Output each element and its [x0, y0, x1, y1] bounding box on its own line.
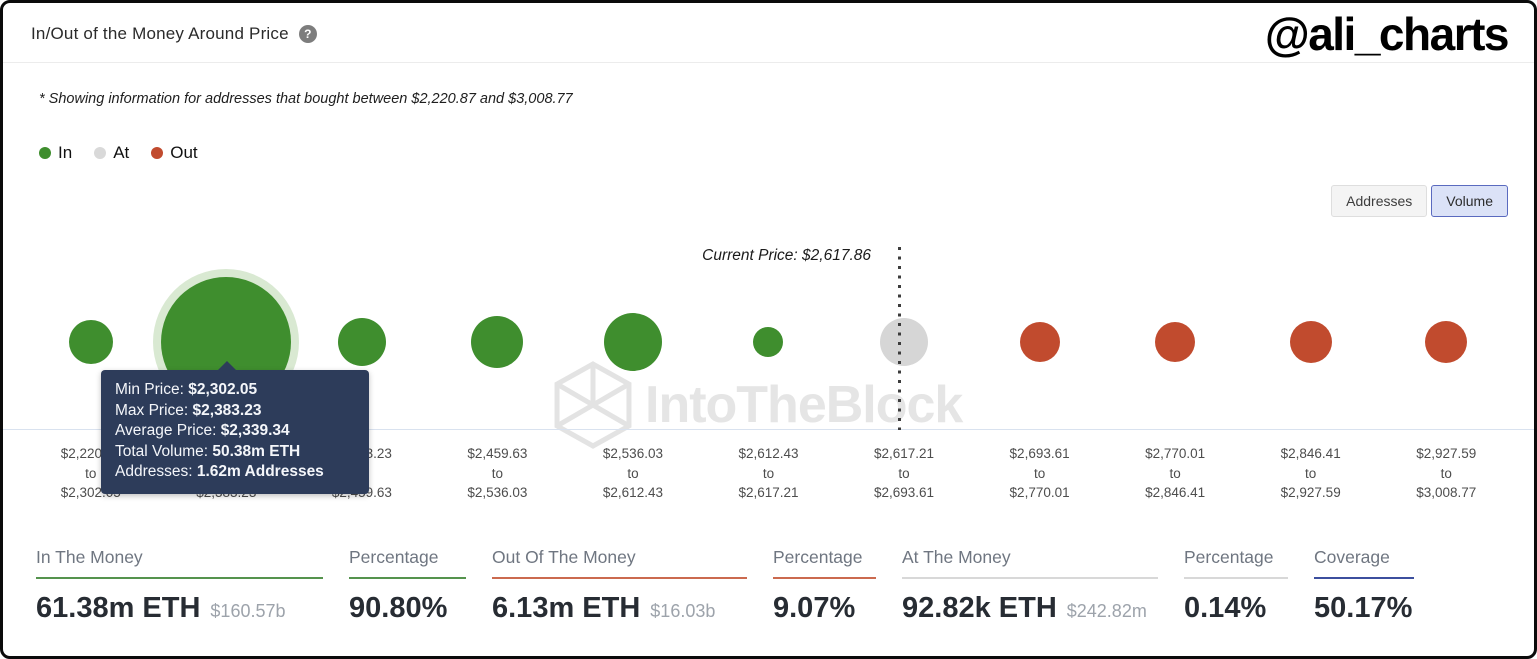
filter-note: * Showing information for addresses that… — [39, 91, 573, 107]
tooltip-row: Average Price: $2,339.34 — [115, 422, 290, 439]
stat-label: In The Money — [36, 546, 143, 567]
x-tick-label: $2,846.41 to $2,927.59 — [1280, 446, 1341, 501]
stat-values: 50.17% — [1314, 592, 1414, 625]
bubble-chart: IntoTheBlock Current Price: $2,617.86 $2… — [3, 217, 1534, 503]
bubble-cell — [430, 217, 566, 429]
bubble-cell — [836, 217, 972, 429]
bubble-cell — [1378, 217, 1514, 429]
bubble-in-4[interactable] — [603, 313, 662, 371]
tooltip-row: Total Volume: 50.38m ETH — [115, 442, 301, 460]
bubble-cell — [294, 217, 430, 429]
bubble-cell — [701, 217, 837, 429]
bubble-cell — [1107, 217, 1243, 429]
stat-coverage: Coverage 50.17% — [1314, 547, 1414, 625]
stat-label: Coverage — [1314, 546, 1390, 567]
stat-percentage: Percentage 0.14% — [1184, 547, 1288, 625]
x-tick-label: $2,770.01 to $2,846.41 — [1145, 446, 1206, 501]
stat-out-of-the-money: Out Of The Money 6.13m ETH $16.03b — [492, 547, 747, 625]
x-tick-label: $2,617.21 to $2,693.61 — [874, 446, 935, 501]
bubble-cell — [972, 217, 1108, 429]
header: In/Out of the Money Around Price ? @ali_… — [3, 3, 1534, 63]
toggle-addresses-button[interactable]: Addresses — [1331, 185, 1428, 217]
stat-underline — [349, 576, 466, 579]
stat-at-the-money: At The Money 92.82k ETH $242.82m — [902, 547, 1158, 625]
page-title: In/Out of the Money Around Price — [31, 23, 289, 43]
stat-values: 61.38m ETH $160.57b — [36, 592, 323, 625]
stat-values: 6.13m ETH $16.03b — [492, 592, 747, 625]
stat-underline — [1314, 576, 1414, 579]
legend-item-out[interactable]: Out — [151, 143, 198, 163]
stat-value: 0.14% — [1184, 591, 1267, 624]
stat-value: 50.17% — [1314, 591, 1413, 624]
bubble-cell — [565, 217, 701, 429]
legend-dot-icon — [94, 147, 107, 159]
stat-in-the-money: In The Money 61.38m ETH $160.57b — [36, 547, 323, 625]
legend-item-label: Out — [170, 143, 198, 162]
stat-value: 90.80% — [349, 591, 448, 624]
stat-label: Percentage — [349, 546, 439, 567]
stat-value: 6.13m ETH — [492, 591, 641, 624]
bubble-in-5[interactable] — [753, 327, 784, 357]
legend-item-label: At — [113, 143, 130, 162]
stat-label: Out Of The Money — [492, 546, 636, 567]
x-tick-label: $2,459.63 to $2,536.03 — [467, 446, 528, 501]
view-toggle: Addresses Volume — [3, 185, 1508, 217]
bucket-tooltip: Min Price: $2,302.05 Max Price: $2,383.23… — [101, 361, 369, 494]
legend: In At Out — [39, 143, 1534, 163]
stat-percentage: Percentage 90.80% — [349, 547, 466, 625]
stat-label: Percentage — [1184, 546, 1274, 567]
toggle-volume-button[interactable]: Volume — [1431, 185, 1508, 217]
bubble-in-0[interactable] — [68, 320, 113, 364]
stat-value: 9.07% — [773, 591, 856, 624]
stat-underline — [773, 576, 876, 579]
legend-item-label: In — [58, 143, 73, 162]
stat-values: 92.82k ETH $242.82m — [902, 592, 1158, 625]
stat-secondary-value: $160.57b — [210, 600, 286, 621]
legend-item-in[interactable]: In — [39, 143, 72, 163]
current-price-label: Current Price: $2,617.86 — [702, 247, 871, 264]
bubble-cell — [23, 217, 159, 429]
current-price-line — [898, 247, 901, 430]
bubble-out-8[interactable] — [1155, 322, 1196, 362]
x-tick-label: $2,536.03 to $2,612.43 — [602, 446, 663, 501]
stat-percentage: Percentage 9.07% — [773, 547, 876, 625]
stat-value: 61.38m ETH — [36, 591, 201, 624]
bubble-out-9[interactable] — [1289, 321, 1332, 363]
stat-values: 90.80% — [349, 592, 466, 625]
stat-values: 9.07% — [773, 592, 876, 625]
tooltip-row: Min Price: $2,302.05 — [115, 381, 258, 398]
stat-secondary-value: $16.03b — [650, 600, 716, 621]
stat-underline — [36, 576, 323, 579]
tooltip-row: Max Price: $2,383.23 — [115, 401, 262, 419]
x-tick-label: $2,612.43 to $2,617.21 — [738, 446, 799, 501]
stat-secondary-value: $242.82m — [1066, 600, 1147, 621]
bubble-at-6[interactable] — [880, 318, 929, 366]
bubble-out-7[interactable] — [1019, 322, 1060, 362]
legend-item-at[interactable]: At — [94, 143, 129, 163]
legend-dot-icon — [151, 147, 164, 159]
stat-underline — [902, 576, 1158, 579]
bubble-out-10[interactable] — [1425, 321, 1468, 363]
stat-values: 0.14% — [1184, 592, 1288, 625]
author-handle: @ali_charts — [1264, 7, 1510, 60]
help-icon[interactable]: ? — [298, 24, 317, 43]
stat-label: Percentage — [773, 546, 863, 567]
legend-dot-icon — [39, 147, 51, 159]
bubble-in-2[interactable] — [337, 318, 386, 366]
x-tick-label: $2,927.59 to $3,008.77 — [1416, 446, 1477, 501]
stat-value: 92.82k ETH — [902, 591, 1057, 624]
bubble-in-3[interactable] — [471, 316, 524, 368]
bubble-cell — [1243, 217, 1379, 429]
tooltip-row: Addresses: 1.62m Addresses — [115, 463, 324, 480]
stat-label: At The Money — [902, 546, 1011, 567]
stat-underline — [492, 576, 747, 579]
x-tick-label: $2,693.61 to $2,770.01 — [1009, 446, 1070, 501]
summary-stats: In The Money 61.38m ETH $160.57b Percentage… — [3, 547, 1534, 625]
stat-underline — [1184, 576, 1288, 579]
